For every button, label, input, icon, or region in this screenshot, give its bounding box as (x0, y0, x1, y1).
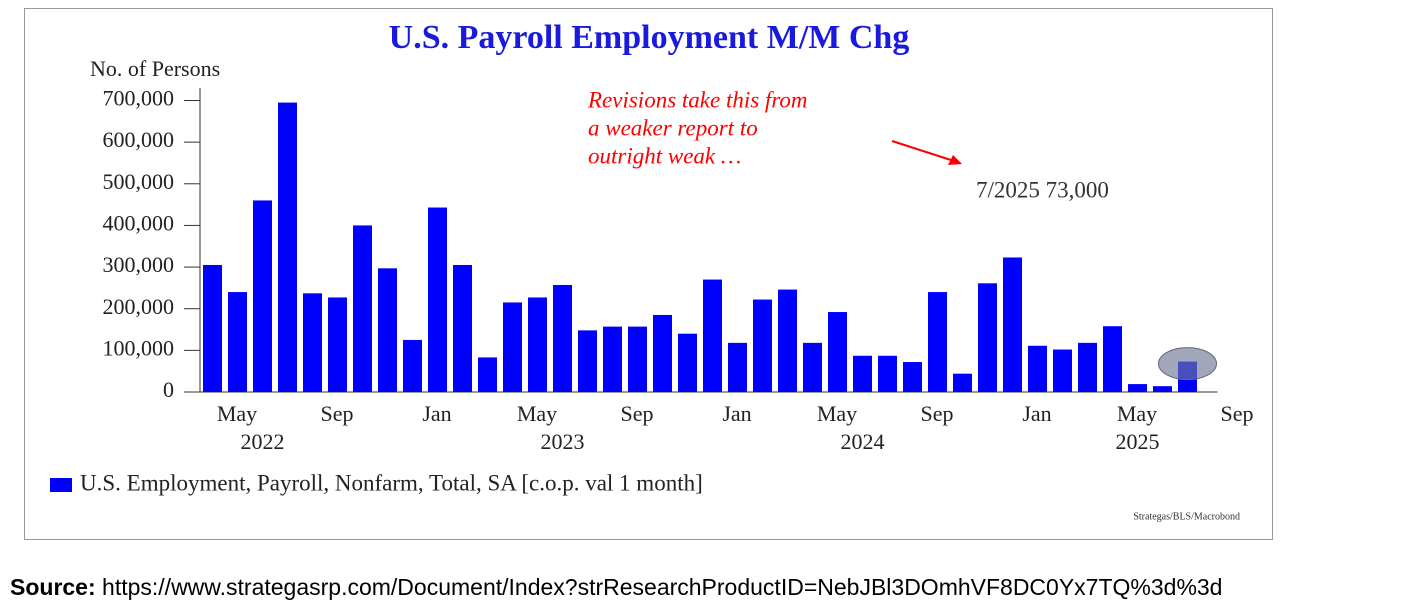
y-tick-label: 100,000 (103, 335, 175, 360)
y-tick-label: 500,000 (103, 169, 175, 194)
x-tick-label: Sep (321, 401, 354, 426)
credit: Strategas/BLS/Macrobond (1133, 511, 1240, 522)
y-tick-label: 300,000 (103, 252, 175, 277)
chart-title: U.S. Payroll Employment M/M Chg (389, 19, 910, 56)
chart-frame (24, 8, 1273, 540)
bar (728, 342, 747, 392)
annotation: Revisions take this from (587, 87, 808, 112)
y-tick-label: 200,000 (103, 294, 175, 319)
bar (378, 268, 397, 392)
legend-label: U.S. Employment, Payroll, Nonfarm, Total… (80, 470, 703, 495)
source-caption: Source: https://www.strategasrp.com/Docu… (10, 574, 1222, 601)
x-tick-label: Jan (1022, 401, 1051, 426)
bar (353, 225, 372, 392)
x-tick-label: May (1117, 401, 1157, 426)
bar (553, 284, 572, 392)
bar (528, 297, 547, 392)
x-tick-label: May (517, 401, 557, 426)
bar (1103, 326, 1122, 392)
bar (928, 292, 947, 392)
bar (303, 293, 322, 392)
bar (803, 342, 822, 392)
bar (653, 314, 672, 392)
highlight-circle (1158, 347, 1217, 381)
annotation: a weaker report to (588, 115, 758, 140)
annotation: outright weak … (588, 143, 741, 168)
y-tick-label: 0 (163, 377, 174, 402)
y-tick-label: 600,000 (103, 127, 175, 152)
bar (503, 302, 522, 392)
x-tick-label: Sep (1221, 401, 1254, 426)
x-group-label: 2023 (541, 429, 585, 454)
bar (1078, 342, 1097, 392)
bar (253, 200, 272, 392)
annotation-arrow (891, 140, 955, 162)
source-url: https://www.strategasrp.com/Document/Ind… (102, 574, 1223, 600)
bar (328, 297, 347, 392)
x-group-label: 2024 (841, 429, 885, 454)
bar (228, 292, 247, 392)
bar (278, 102, 297, 392)
bar (953, 373, 972, 392)
x-tick-label: Sep (921, 401, 954, 426)
bar (1128, 384, 1147, 392)
bar (903, 362, 922, 392)
highlight-label: 7/2025 73,000 (976, 177, 1109, 202)
bar (1053, 349, 1072, 392)
x-tick-label: May (217, 401, 257, 426)
legend-swatch (50, 478, 72, 492)
chart: U.S. Payroll Employment M/M Chg No. of P… (24, 8, 1273, 540)
y-tick-label: 400,000 (103, 210, 175, 235)
bar (628, 326, 647, 392)
bar (578, 330, 597, 392)
bar (603, 326, 622, 392)
bar (1003, 257, 1022, 392)
bar (853, 355, 872, 392)
annotation-arrowhead (948, 155, 962, 165)
x-tick-label: Jan (422, 401, 451, 426)
bar (1028, 345, 1047, 392)
source-label: Source: (10, 574, 96, 600)
x-tick-label: Sep (621, 401, 654, 426)
bar (478, 357, 497, 392)
bar (703, 279, 722, 392)
bar (428, 207, 447, 392)
y-axis-label: No. of Persons (90, 56, 220, 81)
x-group-label: 2022 (241, 429, 285, 454)
x-tick-label: May (817, 401, 857, 426)
bar (203, 264, 222, 392)
bar (828, 312, 847, 392)
y-tick-label: 700,000 (103, 86, 175, 111)
bar (978, 283, 997, 392)
bar (453, 264, 472, 392)
bar (878, 355, 897, 392)
bar (778, 289, 797, 392)
bar (678, 333, 697, 392)
x-group-label: 2025 (1116, 429, 1160, 454)
bar (753, 299, 772, 392)
bar (403, 339, 422, 392)
bar (1153, 386, 1172, 392)
x-tick-label: Jan (722, 401, 751, 426)
